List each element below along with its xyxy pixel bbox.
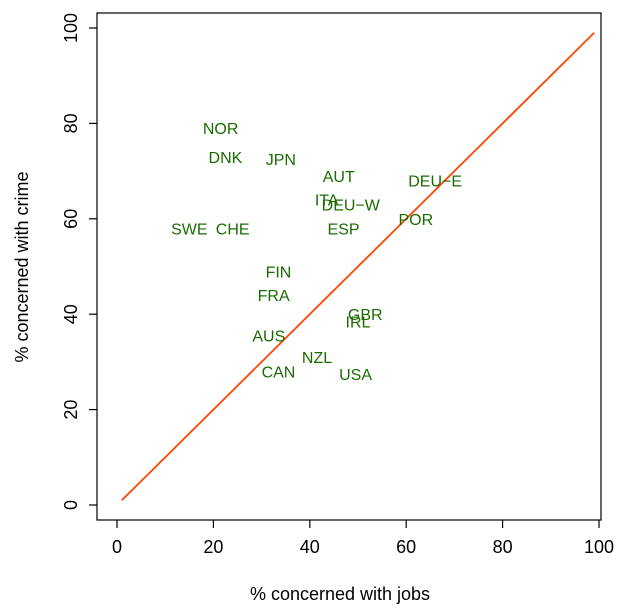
point-label-usa: USA [339, 367, 372, 384]
y-tick-label: 80 [61, 113, 81, 133]
point-label-aus: AUS [252, 329, 285, 346]
point-label-jpn: JPN [266, 152, 296, 169]
point-label-dnk: DNK [209, 150, 243, 167]
point-label-aut: AUT [323, 169, 355, 186]
x-tick-label: 0 [112, 537, 122, 557]
reference-line [121, 32, 595, 501]
point-label-esp: ESP [328, 221, 360, 238]
point-label-gbr: GBR [348, 307, 383, 324]
plot-frame [96, 12, 602, 521]
point-label-por: POR [399, 212, 434, 229]
y-tick-label: 20 [61, 400, 81, 420]
point-label-swe: SWE [171, 221, 207, 238]
y-tick-label: 60 [61, 209, 81, 229]
point-label-deu-e: DEU−E [408, 174, 462, 191]
x-tick-label: 60 [396, 537, 416, 557]
x-axis-title: % concerned with jobs [250, 584, 430, 604]
point-label-nzl: NZL [302, 350, 332, 367]
point-label-ita: ITA [315, 193, 339, 210]
x-axis: 0 20 40 60 80 100 [112, 520, 614, 557]
y-tick-label: 100 [61, 13, 81, 43]
point-label-nor: NOR [203, 121, 239, 138]
point-label-irl: IRL [346, 314, 371, 331]
point-label-can: CAN [262, 364, 296, 381]
x-tick-label: 80 [493, 537, 513, 557]
x-tick-label: 20 [203, 537, 223, 557]
x-tick-label: 100 [584, 537, 614, 557]
y-axis: 0 20 40 60 80 100 [61, 13, 97, 510]
point-label-che: CHE [216, 221, 250, 238]
point-label-fin: FIN [266, 264, 292, 281]
y-tick-label: 40 [61, 304, 81, 324]
point-label-fra: FRA [258, 288, 290, 305]
y-tick-label: 0 [61, 500, 81, 510]
y-axis-title: % concerned with crime [12, 171, 32, 362]
x-tick-label: 40 [300, 537, 320, 557]
point-label-deu-w: DEU−W [322, 197, 381, 214]
